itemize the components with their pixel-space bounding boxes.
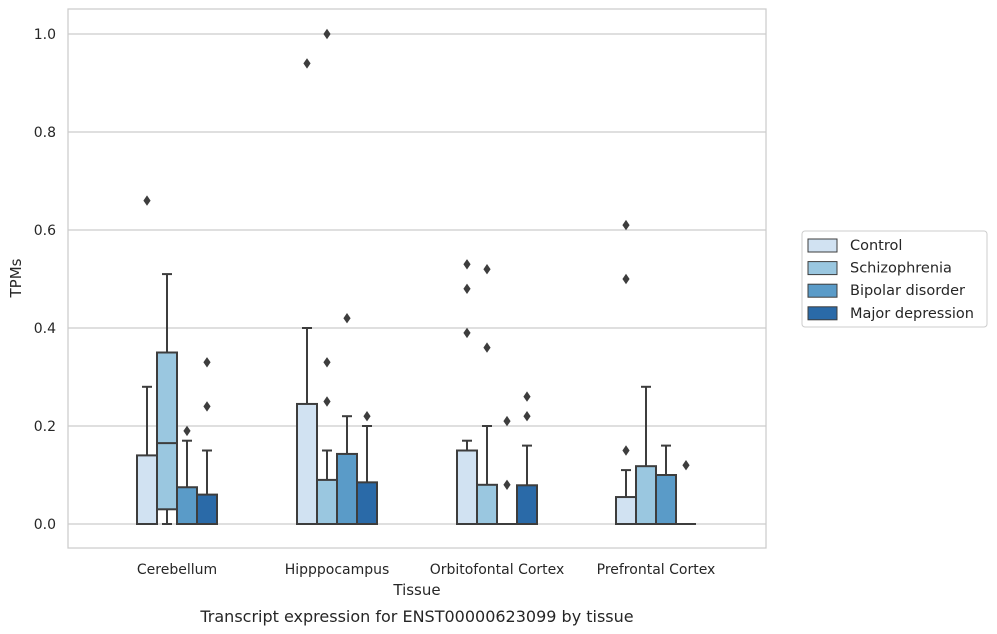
box-major-depression [196,357,218,526]
outlier-point [523,411,531,422]
box-body [316,478,338,525]
box-control [615,219,637,525]
box-control [296,58,318,526]
y-axis-ticks: 0.0 0.2 0.4 0.6 0.8 1.0 [34,27,56,533]
legend-swatch [807,261,838,276]
x-axis-ticks: Cerebellum Hipppocampus Orbitofontal Corte… [137,562,715,578]
box-major-depression [676,460,696,525]
box-body [516,484,538,526]
box-major-depression [516,391,538,526]
legend-swatch [807,238,838,253]
outlier-point [363,411,371,422]
y-tick-label: 0.6 [34,223,56,239]
legend-label: Control [850,238,902,254]
box-bipolar-disorder [497,415,517,525]
y-tick-label: 0.4 [34,321,56,337]
outlier-point [323,357,331,368]
box-body [456,449,478,525]
y-tick-label: 0.2 [34,419,56,435]
legend-swatch [807,283,838,298]
y-tick-label: 1.0 [34,27,56,43]
outlier-point [682,460,690,471]
box-control [136,195,158,525]
outlier-point [622,273,630,285]
outlier-point [343,313,351,324]
x-axis-title: Tissue [392,581,440,599]
outlier-point [303,58,311,69]
outlier-point [503,479,511,490]
chart-caption: Transcript expression for ENST0000062309… [199,607,633,626]
outlier-point [463,283,471,294]
x-tick-label: Prefrontal Cortex [597,562,716,578]
box-schizophrenia [476,264,498,525]
box-body [336,452,358,525]
box-major-depression [356,411,378,526]
legend: Control Schizophrenia Bipolar disorder Majo… [801,230,988,328]
box-control [456,259,478,525]
box-body [156,351,178,511]
box-plots [136,28,696,526]
y-tick-label: 0.0 [34,517,56,533]
plot-frame [67,8,767,549]
box-body [296,402,318,526]
outlier-point [183,425,191,437]
box-body [196,493,218,526]
box-body [615,496,637,525]
legend-swatch [807,306,838,321]
outlier-point [622,219,630,231]
box-bipolar-disorder [176,425,198,525]
legend-label: Major depression [850,306,974,322]
outlier-point [143,195,151,206]
box-schizophrenia [316,28,338,525]
y-axis-title: TPMs [7,258,25,298]
box-schizophrenia [156,273,178,525]
outlier-point [622,445,630,456]
legend-items: Control Schizophrenia Bipolar disorder Majo… [807,238,974,322]
box-body [356,481,378,526]
box-schizophrenia [635,385,657,525]
outlier-point [203,401,211,412]
box-body [476,483,498,525]
x-tick-label: Orbitofontal Cortex [430,562,565,578]
box-bipolar-disorder [336,313,358,525]
outlier-point [323,396,331,407]
x-tick-label: Cerebellum [137,562,217,578]
outlier-point [463,327,471,339]
x-tick-label: Hipppocampus [285,562,390,578]
box-body [655,474,677,525]
outlier-point [523,391,531,402]
box-body [176,486,198,525]
outlier-point [503,415,511,427]
y-tick-label: 0.8 [34,125,56,141]
outlier-point [203,357,211,368]
legend-frame [801,230,988,328]
legend-label: Schizophrenia [850,261,952,277]
outlier-point [323,28,331,40]
legend-label: Bipolar disorder [850,283,965,299]
outlier-point [463,259,471,270]
box-bipolar-disorder [655,444,677,525]
box-body [635,465,657,525]
outlier-point [483,264,491,275]
box-body [136,454,158,525]
outlier-point [483,342,491,353]
